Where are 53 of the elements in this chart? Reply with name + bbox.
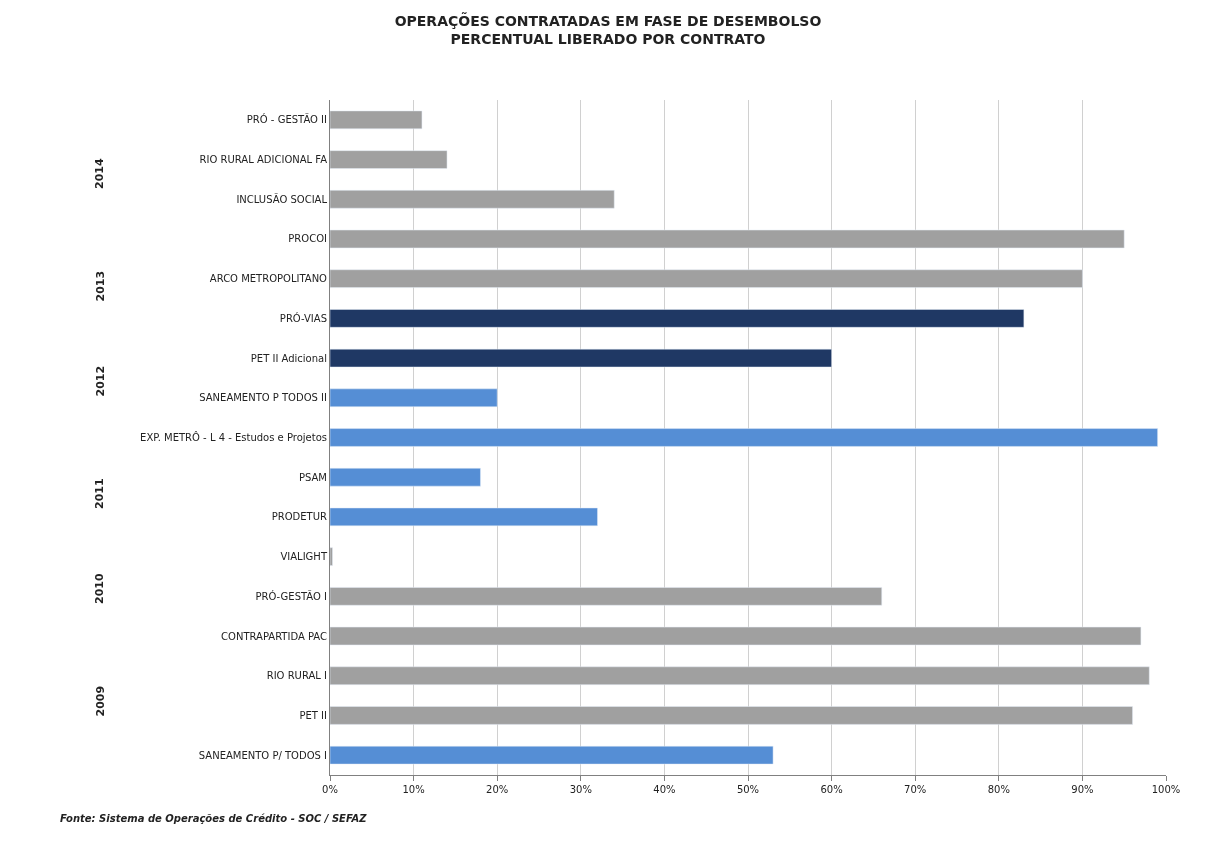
x-tick-label: 70% — [904, 784, 927, 795]
y-tick-label: RIO RURAL I — [266, 670, 327, 682]
y-tick-label: SANEAMENTO P TODOS II — [199, 392, 327, 404]
y-tick-label: PRÓ-GESTÃO I — [255, 589, 327, 602]
text: 2009 — [93, 685, 107, 717]
x-tick-label: 20% — [486, 784, 509, 795]
bar — [330, 745, 774, 765]
bar — [330, 706, 1133, 725]
source-note: Fonte: Sistema de Operações de Crédito - SOC / SEFAZ — [60, 813, 368, 824]
bar — [330, 150, 448, 169]
y-tick-label: PROCOI — [288, 233, 327, 245]
y-tick-label: PET II — [299, 709, 327, 721]
x-tick-label: 40% — [653, 784, 676, 795]
x-tick-label: 10% — [402, 784, 425, 795]
x-tick-label: 80% — [987, 784, 1010, 795]
x-tick-label: 30% — [569, 784, 592, 795]
y-tick-label: PSAM — [298, 471, 327, 483]
y-tick-label: PRÓ - GESTÃO II — [246, 113, 327, 126]
x-tick-label: 60% — [820, 784, 843, 795]
bar — [330, 666, 1150, 685]
bar — [330, 269, 1083, 288]
y-tick-label: ARCO METROPOLITANO — [209, 273, 328, 285]
text: 2011 — [93, 478, 107, 509]
bar — [330, 428, 1158, 447]
bar — [330, 348, 832, 368]
bar — [330, 388, 498, 407]
y-tick-label: INCLUSÃO SOCIAL — [236, 192, 328, 205]
y-tick-label: PET II Adicional — [250, 352, 327, 364]
y-tick-label: PRODETUR — [271, 511, 328, 523]
x-tick-label: 90% — [1071, 784, 1094, 795]
bar — [330, 110, 423, 130]
bar — [330, 468, 481, 487]
y-tick-label: SANEAMENTO P/ TODOS I — [198, 749, 327, 761]
text: 2012 — [93, 365, 107, 397]
x-tick-label: 50% — [736, 784, 760, 795]
bar — [330, 309, 1025, 328]
bar — [330, 587, 883, 606]
x-tick-label: 100% — [1151, 784, 1181, 795]
text: 2010 — [93, 573, 107, 604]
bar — [330, 507, 598, 527]
bar — [330, 626, 1142, 646]
y-tick-label: EXP. METRÔ - L 4 - Estudos e Projetos — [140, 431, 327, 443]
text: 2013 — [93, 270, 107, 302]
y-tick-label: CONTRAPARTIDA PAC — [221, 630, 328, 642]
y-tick-label: PRÓ-VIAS — [279, 311, 327, 324]
y-tick-label: RIO RURAL ADICIONAL FA — [199, 154, 328, 166]
bar — [330, 547, 333, 566]
chart-title: OPERAÇÕES CONTRATADAS EM FASE DE DESEMBOLSO PERCENTUAL LIBERADO POR CONTRATO — [394, 11, 822, 47]
y-tick-label: VIALIGHT — [280, 551, 328, 563]
bar — [330, 190, 615, 209]
text: 2014 — [93, 158, 107, 189]
x-tick-label: 0% — [322, 784, 338, 795]
bar — [330, 229, 1125, 249]
